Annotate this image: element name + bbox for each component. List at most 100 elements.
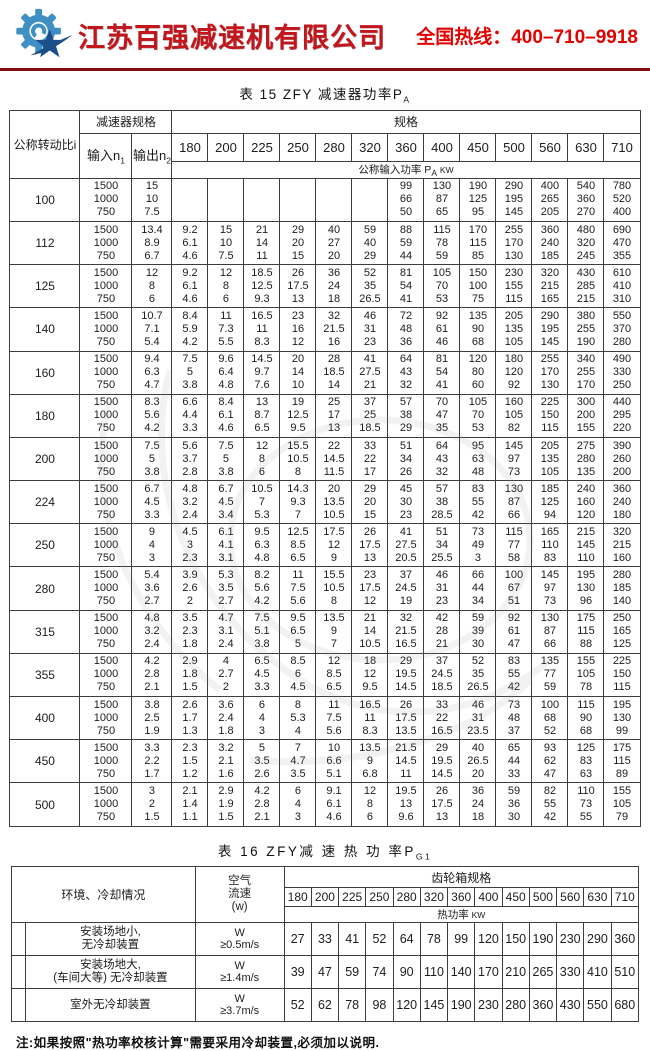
size-column-header: 180 [283,887,312,908]
air-speed-header: 空气 流速 (w) [194,866,285,924]
power-value-cell: 3.9 2.6 2 [171,566,209,611]
power-value-cell: 320 215 160 [603,523,641,568]
power-value-cell: 73 48 37 [495,696,533,741]
thermal-value-cell: 150 [501,922,530,957]
power-value-cell: 10 6.6 5.1 [315,739,353,784]
power-value-cell: 155 105 78 [567,652,605,698]
input-speed-cell: 1500 1000 750 [79,739,133,784]
reducer-power-table: 公称转动比i 减速器规格 规格 输入n1 输出n2 180 200 225 250 28… [9,109,641,827]
power-value-cell: 66 44 34 [459,566,497,611]
size-column-header: 630 [567,132,605,162]
power-value-cell: 14.3 9.3 7 [279,480,317,525]
thermal-value-cell: 64 [392,922,421,957]
table-row: 安装场地小, 无冷却装置 W ≥0.5m/s 27 33 41 52 64 78 99 120 150 1… [10,922,640,957]
power-value-cell: 41 27.5 20.5 [387,523,425,568]
power-value-cell: 8.4 6.1 4.6 [207,393,245,438]
thermal-unit-header: 热功率 KW [283,906,640,924]
power-value-cell: 280 185 140 [603,566,641,611]
table-row: 200 1500 1000 750 7.5 5 3.8 5.6 3.7 2.8 7.5 5 3.8 12 8… [9,436,641,482]
power-value-cell [171,177,209,222]
ratio-cell: 140 [9,307,81,352]
power-value-cell: 57 38 28.5 [423,480,461,525]
hotline-number: 全国热线：400–710–9918 [416,26,638,48]
output-speed-cell: 7.5 5 3.8 [131,436,173,482]
thermal-value-cell: 290 [583,922,612,957]
power-value-cell: 4.7 3.1 2.4 [207,609,245,654]
thermal-value-cell: 120 [392,988,421,1023]
power-value-cell: 29 20 15 [279,220,317,266]
power-value-cell: 92 61 46 [423,307,461,352]
power-value-cell: 3.5 2.3 1.8 [171,609,209,654]
input-speed-cell: 1500 1000 750 [79,393,133,438]
input-speed-cell: 1500 1000 750 [79,652,133,698]
thermal-value-cell: 550 [583,988,612,1023]
power-value-cell: 13.5 9 7 [315,609,353,654]
power-value-cell: 160 105 82 [495,393,533,438]
power-value-cell: 120 80 60 [459,350,497,395]
power-value-cell: 290 195 145 [495,177,533,222]
ratio-cell: 160 [9,350,81,395]
power-value-cell: 9.2 6.1 4.6 [171,264,209,309]
ratio-cell: 100 [9,177,81,222]
power-value-cell: 82 55 42 [531,782,569,827]
power-value-cell: 11 7.5 5.6 [279,566,317,611]
output-speed-cell: 3 2 1.5 [131,782,173,827]
power-value-cell: 99 66 50 [387,177,425,222]
t16-body: 安装场地小, 无冷却装置 W ≥0.5m/s 27 33 41 52 64 78 99 120 150 1… [10,922,640,1023]
power-value-cell: 240 160 120 [567,480,605,525]
power-value-cell: 130 87 66 [531,609,569,654]
input-speed-cell: 1500 1000 750 [79,523,133,568]
power-value-cell: 180 120 92 [495,350,533,395]
power-value-cell: 7.5 5 3.8 [207,436,245,482]
power-value-cell: 15.5 10.5 8 [279,436,317,482]
table-row: 室外无冷却装置 W ≥3.7m/s 52 62 78 98 120 145 190 230 280 36… [10,988,640,1023]
thermal-value-cell: 39 [283,955,312,990]
power-value-cell: 26 17.5 13 [351,523,389,568]
output-speed-cell: 4.2 2.8 2.1 [131,652,173,698]
power-value-cell: 81 54 41 [423,350,461,395]
ratio-cell: 355 [9,652,81,698]
ratio-column-header: 公称转动比i [9,109,81,179]
power-value-cell: 83 55 42 [459,480,497,525]
power-value-cell: 33 22 17 [351,436,389,482]
power-value-cell: 145 97 73 [531,566,569,611]
size-column-header: 225 [243,132,281,162]
size-column-header: 710 [603,132,641,162]
thermal-value-cell: 52 [365,922,394,957]
thermal-value-cell: 230 [556,922,585,957]
thermal-value-cell: 145 [419,988,449,1023]
thermal-value-cell: 140 [447,955,476,990]
power-value-cell: 29 20 15 [351,480,389,525]
thermal-value-cell: 265 [528,955,558,990]
power-value-cell: 110 73 55 [567,782,605,827]
power-value-cell: 12 8 6 [243,436,281,482]
power-value-cell: 59 39 30 [459,609,497,654]
power-value-cell: 64 43 32 [387,350,425,395]
power-value-cell: 22 14.5 11.5 [315,436,353,482]
power-value-cell: 255 170 130 [531,350,569,395]
input-speed-cell: 1500 1000 750 [79,480,133,525]
power-value-cell: 19 12.5 9.5 [279,393,317,438]
thermal-value-cell: 280 [501,988,530,1023]
power-value-cell: 25 17 13 [315,393,353,438]
power-value-cell: 135 77 59 [531,652,569,698]
power-value-cell: 29 19.5 14.5 [423,739,461,784]
power-value-cell: 225 150 115 [603,652,641,698]
power-value-cell: 18 12 9.5 [351,652,389,698]
power-value-cell: 37 25 18.5 [351,393,389,438]
star-icon [30,29,73,58]
size-column-header: 560 [556,887,585,908]
thermal-value-cell: 330 [556,955,585,990]
power-value-cell: 4 2.7 2 [207,652,245,698]
table-row: 224 1500 1000 750 6.7 4.5 3.3 4.8 3.2 2.4 6.7 4.5 3.… [9,480,641,525]
thermal-value-cell: 41 [338,922,367,957]
power-value-cell: 130 87 66 [495,480,533,525]
power-value-cell: 340 255 170 [567,350,605,395]
power-value-cell: 93 62 47 [531,739,569,784]
power-value-cell: 29 19.5 14.5 [387,652,425,698]
power-value-cell: 250 165 125 [603,609,641,654]
output-speed-cell: 13.4 8.9 6.7 [131,220,173,266]
input-speed-cell: 1500 1000 750 [79,264,133,309]
output-speed-header: 输出n2 [131,132,173,179]
power-value-cell: 540 360 270 [567,177,605,222]
